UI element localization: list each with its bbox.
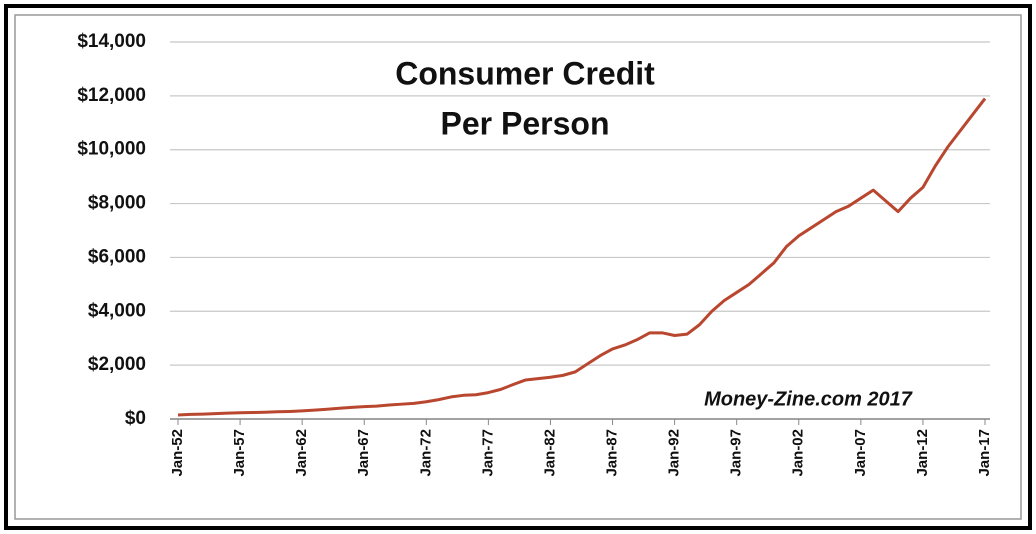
outer-frame	[4, 4, 1032, 530]
annotation: Money-Zine.com 2017	[704, 388, 913, 410]
x-tick-label: Jan-57	[231, 429, 248, 477]
y-tick-label: $0	[125, 408, 146, 429]
x-tick-label: Jan-62	[293, 429, 310, 477]
x-tick-label: Jan-02	[790, 429, 807, 477]
x-tick-label: Jan-82	[541, 429, 558, 477]
x-tick-label: Jan-52	[169, 429, 186, 477]
inner-frame	[14, 14, 1022, 520]
y-tick-label: $6,000	[88, 246, 146, 267]
x-tick-label: Jan-07	[852, 429, 869, 477]
data-line	[177, 97, 987, 417]
x-tick-label: Jan-92	[666, 429, 683, 477]
x-tick-label: Jan-97	[728, 429, 745, 477]
y-tick-label: $4,000	[88, 300, 146, 321]
y-tick-label: $8,000	[88, 193, 146, 214]
y-tick-label: $14,000	[77, 31, 146, 52]
x-tick-label: Jan-17	[976, 429, 993, 477]
y-tick-label: $10,000	[77, 139, 146, 160]
x-tick-label: Jan-72	[417, 429, 434, 477]
x-tick-label: Jan-67	[355, 429, 372, 477]
x-tick-label: Jan-77	[479, 429, 496, 477]
x-tick-label: Jan-87	[604, 429, 621, 477]
chart-title: Consumer Credit	[395, 55, 655, 91]
chart-title: Per Person	[441, 105, 610, 141]
x-tick-label: Jan-12	[914, 429, 931, 477]
y-tick-label: $2,000	[88, 354, 146, 375]
y-tick-label: $12,000	[77, 85, 146, 106]
